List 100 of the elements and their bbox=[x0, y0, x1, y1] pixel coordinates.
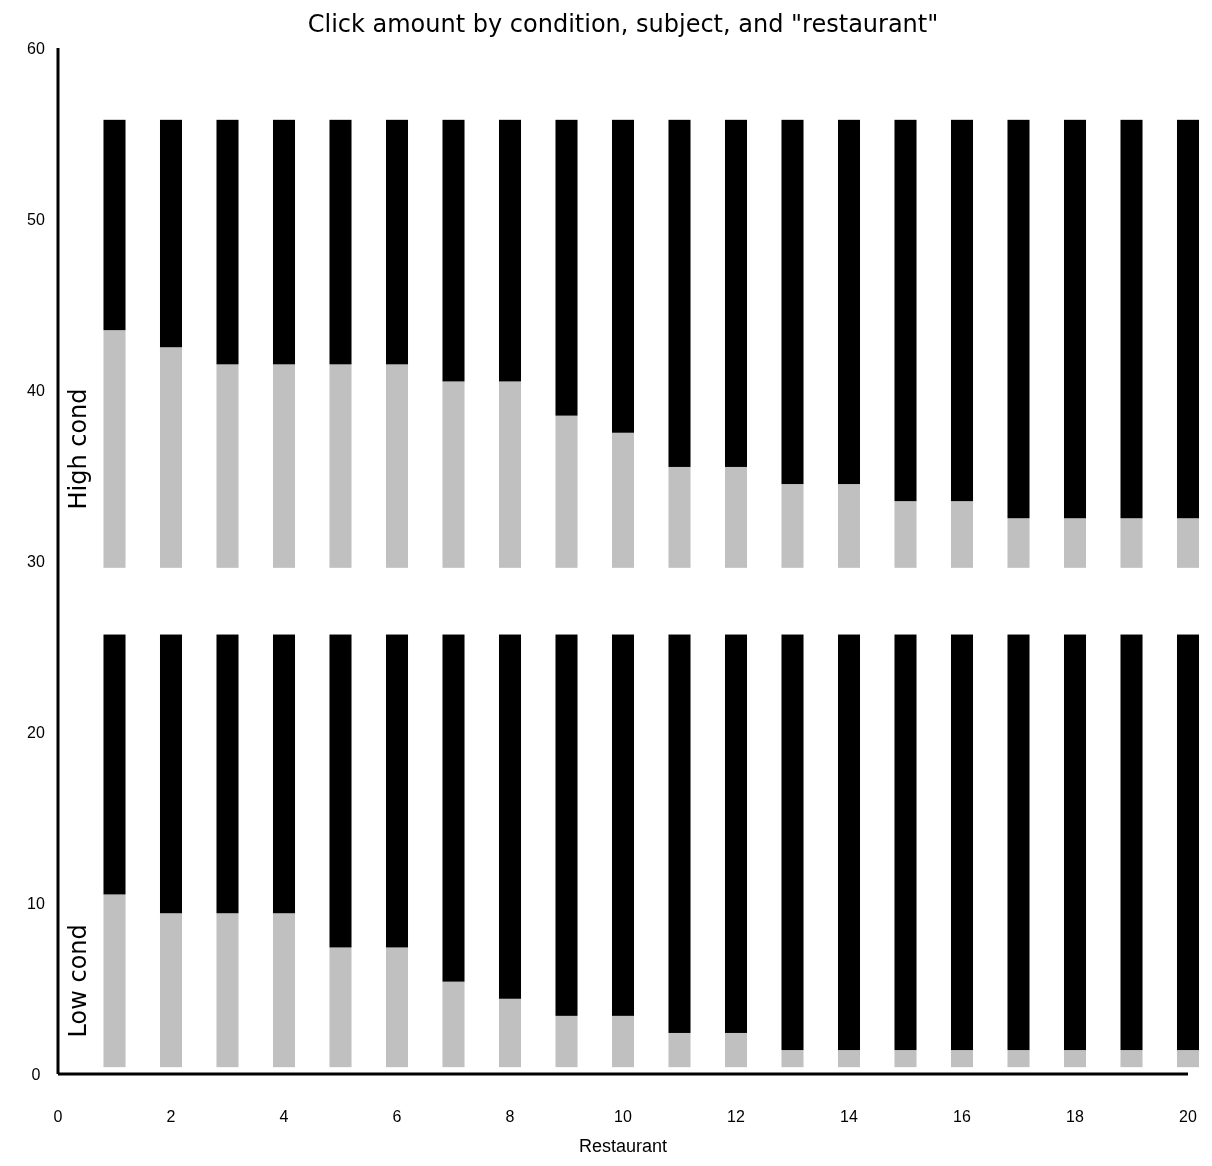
bar bbox=[216, 364, 239, 568]
bar bbox=[837, 119, 861, 485]
bar bbox=[442, 381, 465, 568]
bar bbox=[1007, 119, 1030, 519]
bar bbox=[1120, 518, 1143, 568]
bar bbox=[611, 119, 635, 433]
bar bbox=[1176, 634, 1200, 1051]
bar bbox=[611, 432, 635, 568]
bar bbox=[668, 119, 691, 467]
y-tick-label: 20 bbox=[27, 723, 45, 741]
y-tick-label: 10 bbox=[27, 894, 45, 912]
bar bbox=[1063, 518, 1087, 568]
x-tick-label: 6 bbox=[392, 1108, 402, 1125]
x-tick-label: 0 bbox=[53, 1108, 63, 1125]
bar bbox=[498, 634, 522, 999]
bar bbox=[611, 634, 635, 1016]
bar bbox=[781, 484, 804, 568]
bar bbox=[1120, 119, 1143, 519]
bar bbox=[385, 634, 409, 948]
bar bbox=[216, 913, 239, 1068]
annotation: Low cond bbox=[64, 924, 92, 1038]
bar bbox=[611, 1015, 635, 1068]
bar bbox=[442, 981, 465, 1068]
bar bbox=[159, 634, 183, 914]
y-tick-label: 50 bbox=[27, 210, 45, 228]
bar bbox=[837, 484, 861, 568]
bar bbox=[1176, 518, 1200, 568]
bar bbox=[837, 1050, 861, 1068]
bar bbox=[894, 501, 917, 568]
y-tick-label: 0 bbox=[31, 1065, 41, 1083]
y-tick-label: 40 bbox=[27, 381, 45, 399]
bar bbox=[724, 466, 748, 568]
bar bbox=[724, 634, 748, 1033]
bar bbox=[498, 998, 522, 1068]
bar bbox=[272, 364, 296, 568]
bar bbox=[1063, 119, 1087, 519]
bar bbox=[1007, 518, 1030, 568]
bar bbox=[1176, 119, 1200, 519]
bar bbox=[329, 634, 352, 948]
bar bbox=[894, 634, 917, 1051]
bar bbox=[781, 634, 804, 1051]
bar bbox=[385, 119, 409, 365]
bar bbox=[103, 634, 126, 895]
bar bbox=[668, 1032, 691, 1068]
bar bbox=[950, 634, 974, 1051]
bar bbox=[1007, 1050, 1030, 1068]
x-tick-label: 2 bbox=[166, 1108, 176, 1125]
bar bbox=[1120, 1050, 1143, 1068]
bar bbox=[837, 634, 861, 1051]
bar bbox=[950, 501, 974, 568]
bar bbox=[498, 119, 522, 382]
x-tick-label: 10 bbox=[614, 1108, 632, 1125]
x-tick-label: 18 bbox=[1066, 1108, 1084, 1125]
x-tick-label: 8 bbox=[505, 1108, 515, 1125]
bar bbox=[442, 634, 465, 982]
y-tick-label: 60 bbox=[27, 39, 45, 57]
bar bbox=[894, 1050, 917, 1068]
bar bbox=[894, 119, 917, 502]
x-axis-title: Restaurant bbox=[578, 1136, 668, 1156]
bar bbox=[442, 119, 465, 382]
y-tick-label: 30 bbox=[27, 552, 45, 570]
bar bbox=[329, 119, 352, 365]
bar bbox=[216, 119, 239, 365]
bar bbox=[159, 119, 183, 348]
bar bbox=[385, 947, 409, 1068]
x-tick-label: 4 bbox=[279, 1108, 289, 1125]
bar bbox=[1063, 1050, 1087, 1068]
bar bbox=[216, 634, 239, 914]
x-tick-label: 14 bbox=[840, 1108, 858, 1125]
bar bbox=[555, 1015, 578, 1068]
bar bbox=[781, 119, 804, 485]
bar bbox=[724, 1032, 748, 1068]
bar bbox=[1007, 634, 1030, 1051]
bar bbox=[103, 119, 126, 331]
bar bbox=[272, 119, 296, 365]
bar bbox=[159, 347, 183, 568]
x-tick-label: 16 bbox=[953, 1108, 971, 1125]
x-tick-label: 12 bbox=[727, 1108, 745, 1125]
bar bbox=[950, 119, 974, 502]
bar bbox=[555, 415, 578, 568]
bar bbox=[1176, 1050, 1200, 1068]
bar bbox=[555, 119, 578, 416]
bar bbox=[272, 634, 296, 914]
bar bbox=[950, 1050, 974, 1068]
chart-title: Click amount by condition, subject, and "restaurant" bbox=[307, 10, 939, 38]
bar bbox=[1120, 634, 1143, 1051]
bar bbox=[498, 381, 522, 568]
bar bbox=[724, 119, 748, 467]
bar bbox=[1063, 634, 1087, 1051]
bar bbox=[103, 330, 126, 568]
bar bbox=[272, 913, 296, 1068]
bar bbox=[781, 1050, 804, 1068]
bar bbox=[668, 634, 691, 1033]
bar bbox=[103, 894, 126, 1068]
bar bbox=[159, 913, 183, 1068]
annotation: High cond bbox=[64, 388, 92, 510]
x-tick-label: 20 bbox=[1179, 1108, 1197, 1125]
bar bbox=[329, 364, 352, 568]
bar bbox=[329, 947, 352, 1068]
bar bbox=[668, 466, 691, 568]
